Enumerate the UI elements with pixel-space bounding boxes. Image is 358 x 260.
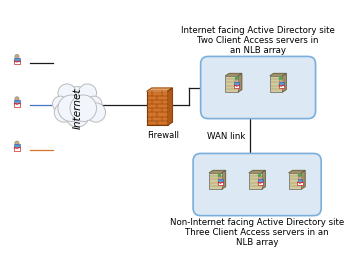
- FancyBboxPatch shape: [152, 88, 173, 122]
- Polygon shape: [301, 171, 305, 189]
- Polygon shape: [270, 74, 286, 76]
- Circle shape: [15, 97, 19, 101]
- FancyBboxPatch shape: [14, 100, 20, 104]
- Polygon shape: [226, 74, 242, 76]
- Polygon shape: [147, 88, 173, 91]
- FancyBboxPatch shape: [279, 82, 284, 86]
- FancyBboxPatch shape: [200, 56, 315, 119]
- Polygon shape: [222, 171, 226, 189]
- FancyBboxPatch shape: [226, 76, 238, 92]
- FancyBboxPatch shape: [147, 91, 168, 125]
- FancyBboxPatch shape: [249, 173, 262, 189]
- Circle shape: [15, 141, 19, 145]
- Circle shape: [298, 176, 302, 180]
- Text: Internet: Internet: [72, 87, 82, 129]
- FancyBboxPatch shape: [270, 76, 282, 92]
- Polygon shape: [289, 171, 305, 173]
- FancyBboxPatch shape: [234, 82, 239, 86]
- Polygon shape: [209, 171, 226, 173]
- FancyBboxPatch shape: [14, 144, 20, 148]
- Circle shape: [258, 176, 262, 180]
- FancyBboxPatch shape: [289, 173, 301, 189]
- Text: Firewall: Firewall: [147, 131, 179, 140]
- Polygon shape: [282, 74, 286, 92]
- FancyBboxPatch shape: [14, 103, 20, 107]
- FancyBboxPatch shape: [218, 182, 223, 185]
- Polygon shape: [238, 74, 242, 92]
- FancyBboxPatch shape: [258, 182, 263, 185]
- Text: Non-Internet facing Active Directory site
Three Client Access servers in an
NLB : Non-Internet facing Active Directory sit…: [170, 218, 344, 247]
- FancyBboxPatch shape: [209, 173, 222, 189]
- Text: Internet facing Active Directory site
Two Client Access servers in
an NLB array: Internet facing Active Directory site Tw…: [181, 26, 335, 55]
- Circle shape: [219, 176, 222, 180]
- Polygon shape: [249, 171, 265, 173]
- FancyBboxPatch shape: [14, 61, 20, 64]
- Circle shape: [15, 54, 19, 59]
- FancyBboxPatch shape: [193, 153, 321, 216]
- FancyBboxPatch shape: [298, 179, 303, 183]
- FancyBboxPatch shape: [258, 179, 263, 183]
- FancyBboxPatch shape: [234, 85, 240, 88]
- Polygon shape: [168, 88, 173, 125]
- Polygon shape: [262, 171, 265, 189]
- FancyBboxPatch shape: [14, 147, 20, 151]
- FancyBboxPatch shape: [279, 85, 284, 88]
- Circle shape: [279, 79, 283, 83]
- FancyBboxPatch shape: [218, 179, 223, 183]
- Text: WAN link: WAN link: [208, 132, 246, 140]
- Circle shape: [235, 79, 239, 83]
- FancyBboxPatch shape: [297, 182, 303, 185]
- FancyBboxPatch shape: [14, 58, 20, 62]
